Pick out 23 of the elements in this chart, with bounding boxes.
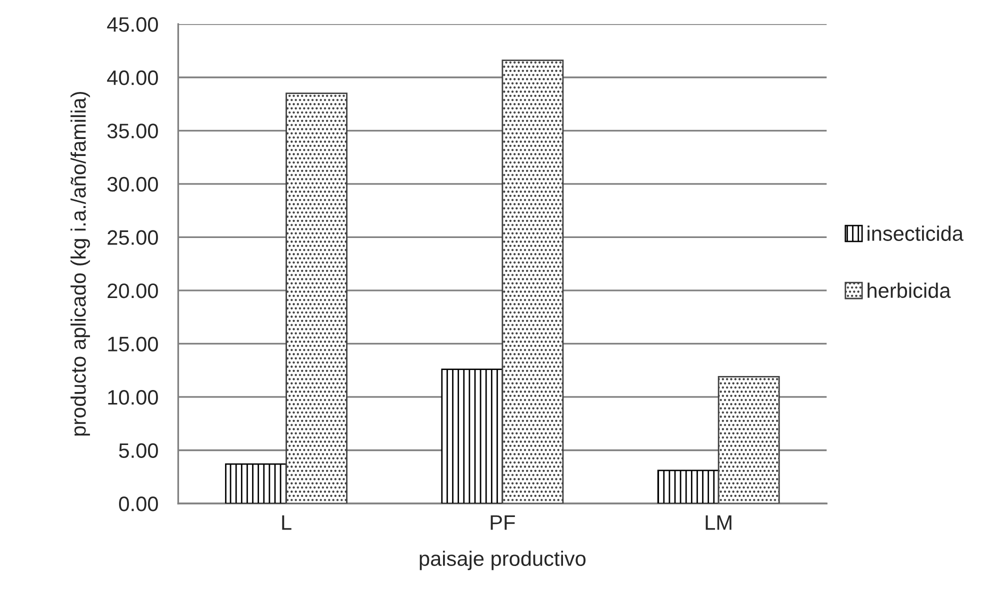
- y-tick-label: 15.00: [108, 336, 158, 352]
- bar: [225, 463, 287, 504]
- y-tick-label: 35.00: [107, 124, 158, 138]
- legend-label: insecticida: [868, 226, 964, 241]
- x-tick-label: L: [282, 515, 292, 530]
- x-tick-label: LM: [706, 515, 732, 530]
- x-tick-label: PF: [490, 515, 515, 530]
- y-tick-label: 40.00: [107, 70, 158, 86]
- bar: [657, 470, 720, 504]
- bar: [286, 92, 348, 504]
- bar: [502, 60, 564, 504]
- y-tick-label: 45.00: [107, 17, 158, 32]
- y-tick-label: 10.00: [108, 390, 158, 405]
- y-tick-label: 0.00: [119, 496, 158, 512]
- bar: [718, 376, 780, 504]
- y-tick-label: 30.00: [107, 176, 158, 192]
- y-tick-label: 25.00: [108, 230, 158, 245]
- y-axis-title: producto aplicado (kg i.a./año/familia): [70, 92, 90, 436]
- y-tick-label: 20.00: [108, 283, 158, 298]
- legend-label: herbicida: [868, 282, 951, 298]
- x-axis-title: paisaje productivo: [420, 550, 586, 570]
- y-tick-label: 5.00: [119, 443, 158, 458]
- bar: [441, 368, 504, 504]
